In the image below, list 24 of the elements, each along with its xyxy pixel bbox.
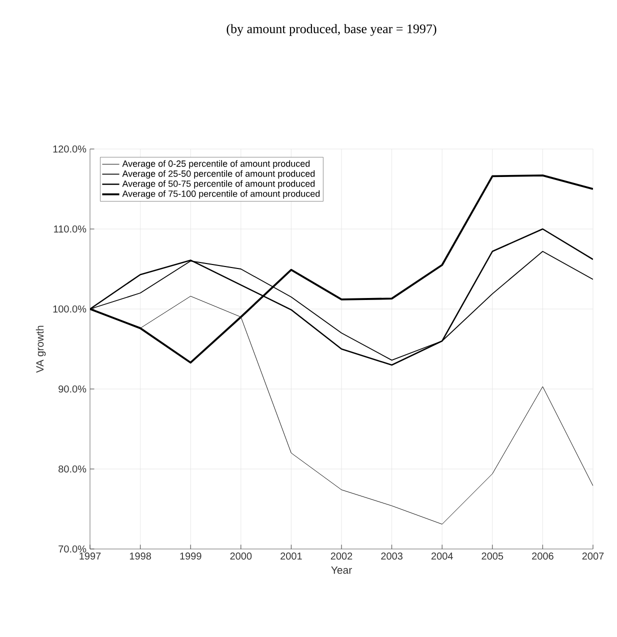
x-axis-title: Year [331,566,352,574]
legend-label: Average of 0-25 percentile of amount produced [122,160,310,169]
x-tick-label: 2007 [582,552,604,560]
y-axis-title: VA growth [36,326,46,373]
x-tick-label: 2000 [230,552,252,560]
y-tick-label: 120.0% [53,145,86,153]
x-tick-label: 1997 [80,552,101,560]
x-tick-label: 2003 [381,552,402,560]
y-tick-label: 110.0% [54,225,86,233]
x-tick-label: 2002 [330,552,352,560]
legend-label: Average of 25-50 percentile of amount produced [122,170,315,179]
chart-title: (by amount produced, base year = 1997) [226,24,436,36]
y-tick-label: 100.0% [53,305,86,313]
y-tick-label: 80.0% [58,465,86,473]
x-tick-label: 1999 [180,552,202,560]
x-tick-label: 1998 [130,552,151,560]
y-tick-label: 70.0% [58,545,86,553]
x-tick-label: 2006 [532,552,554,560]
y-tick-label: 90.0% [58,385,86,393]
legend-label: Average of 75-100 percentile of amount produced [122,190,320,199]
x-tick-label: 2001 [280,552,302,560]
x-tick-label: 2005 [482,552,504,560]
legend-label: Average of 50-75 percentile of amount produced [122,180,315,189]
x-tick-label: 2004 [431,552,453,560]
